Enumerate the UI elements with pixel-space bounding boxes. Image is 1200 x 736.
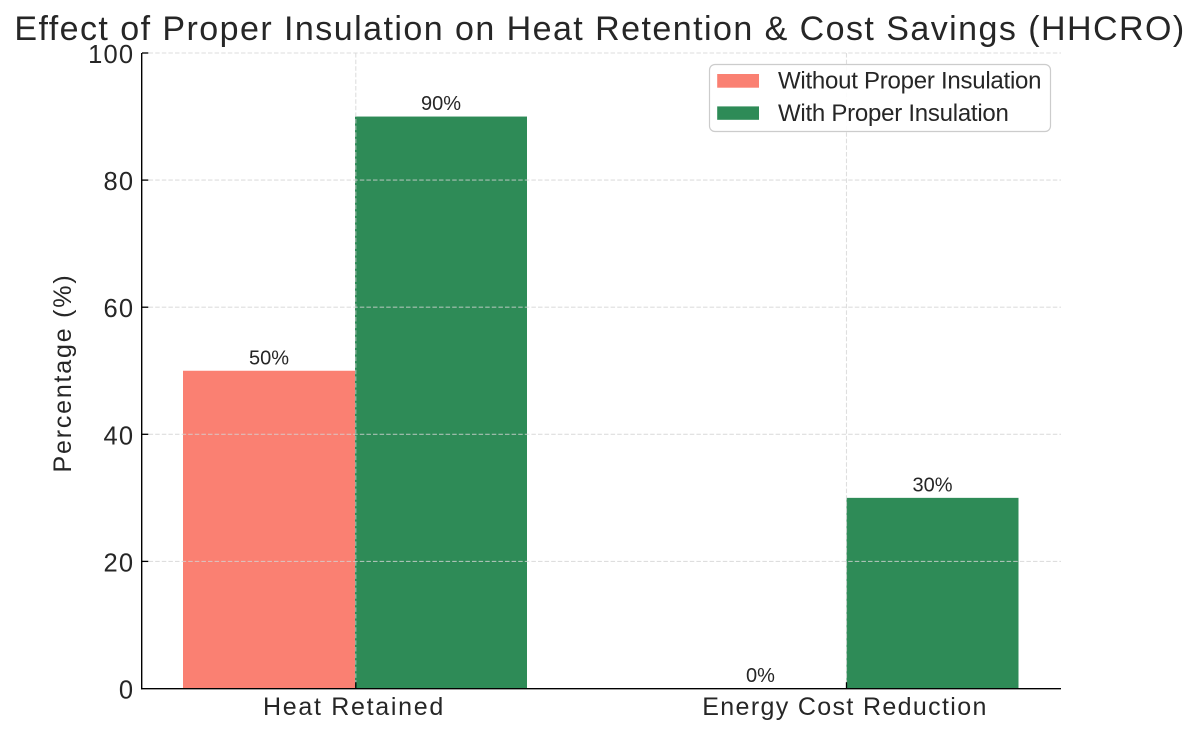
svg-text:Percentage (%): Percentage (%) [49,274,77,473]
svg-text:Without Proper Insulation: Without Proper Insulation [778,68,1041,95]
svg-text:80: 80 [104,168,135,196]
svg-text:Heat Retained: Heat Retained [263,693,445,721]
svg-text:Energy Cost Reduction: Energy Cost Reduction [702,693,987,721]
svg-text:100: 100 [88,41,134,69]
svg-text:60: 60 [104,295,135,323]
svg-text:0: 0 [119,677,134,705]
svg-text:0%: 0% [746,665,775,687]
svg-text:20: 20 [104,549,135,577]
svg-text:50%: 50% [249,347,289,369]
svg-text:With Proper Insulation: With Proper Insulation [778,100,1009,127]
svg-text:90%: 90% [421,93,461,115]
svg-text:Effect of Proper Insulation on: Effect of Proper Insulation on Heat Rete… [14,10,1185,48]
svg-text:40: 40 [104,422,135,450]
svg-text:30%: 30% [912,475,952,497]
